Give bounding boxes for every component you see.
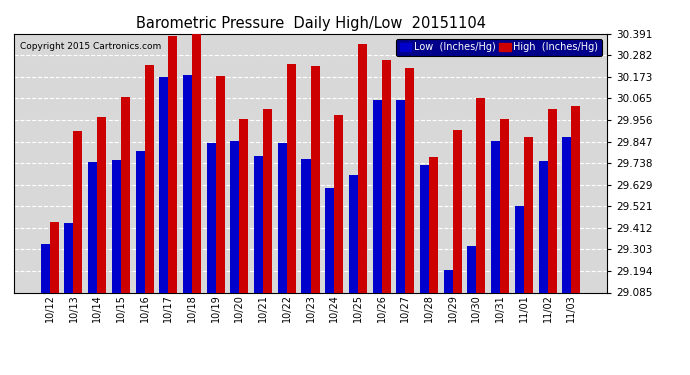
- Bar: [444, 270, 453, 292]
- Bar: [73, 131, 83, 292]
- Bar: [325, 189, 334, 292]
- Bar: [88, 162, 97, 292]
- Bar: [358, 44, 367, 292]
- Bar: [145, 64, 154, 292]
- Bar: [135, 151, 145, 292]
- Bar: [349, 175, 358, 292]
- Bar: [168, 36, 177, 292]
- Bar: [159, 76, 168, 292]
- Bar: [254, 156, 263, 292]
- Bar: [64, 223, 73, 292]
- Bar: [571, 106, 580, 292]
- Bar: [524, 137, 533, 292]
- Bar: [396, 100, 405, 292]
- Legend: Low  (Inches/Hg), High  (Inches/Hg): Low (Inches/Hg), High (Inches/Hg): [396, 39, 602, 56]
- Bar: [263, 109, 272, 292]
- Bar: [278, 143, 287, 292]
- Bar: [500, 119, 509, 292]
- Bar: [50, 222, 59, 292]
- Bar: [121, 98, 130, 292]
- Bar: [373, 100, 382, 292]
- Bar: [97, 117, 106, 292]
- Bar: [382, 60, 391, 292]
- Bar: [467, 246, 476, 292]
- Bar: [562, 137, 571, 292]
- Bar: [476, 98, 486, 292]
- Bar: [310, 66, 319, 292]
- Bar: [334, 115, 343, 292]
- Title: Barometric Pressure  Daily High/Low  20151104: Barometric Pressure Daily High/Low 20151…: [135, 16, 486, 31]
- Bar: [515, 206, 524, 292]
- Bar: [420, 165, 429, 292]
- Bar: [183, 75, 192, 292]
- Bar: [287, 64, 296, 292]
- Bar: [41, 244, 50, 292]
- Bar: [230, 141, 239, 292]
- Bar: [405, 68, 414, 292]
- Text: Copyright 2015 Cartronics.com: Copyright 2015 Cartronics.com: [20, 42, 161, 51]
- Bar: [429, 157, 438, 292]
- Bar: [239, 119, 248, 292]
- Bar: [453, 130, 462, 292]
- Bar: [207, 143, 216, 292]
- Bar: [192, 33, 201, 292]
- Bar: [216, 75, 225, 292]
- Bar: [548, 109, 557, 292]
- Bar: [491, 141, 500, 292]
- Bar: [302, 159, 310, 292]
- Bar: [112, 160, 121, 292]
- Bar: [538, 161, 548, 292]
